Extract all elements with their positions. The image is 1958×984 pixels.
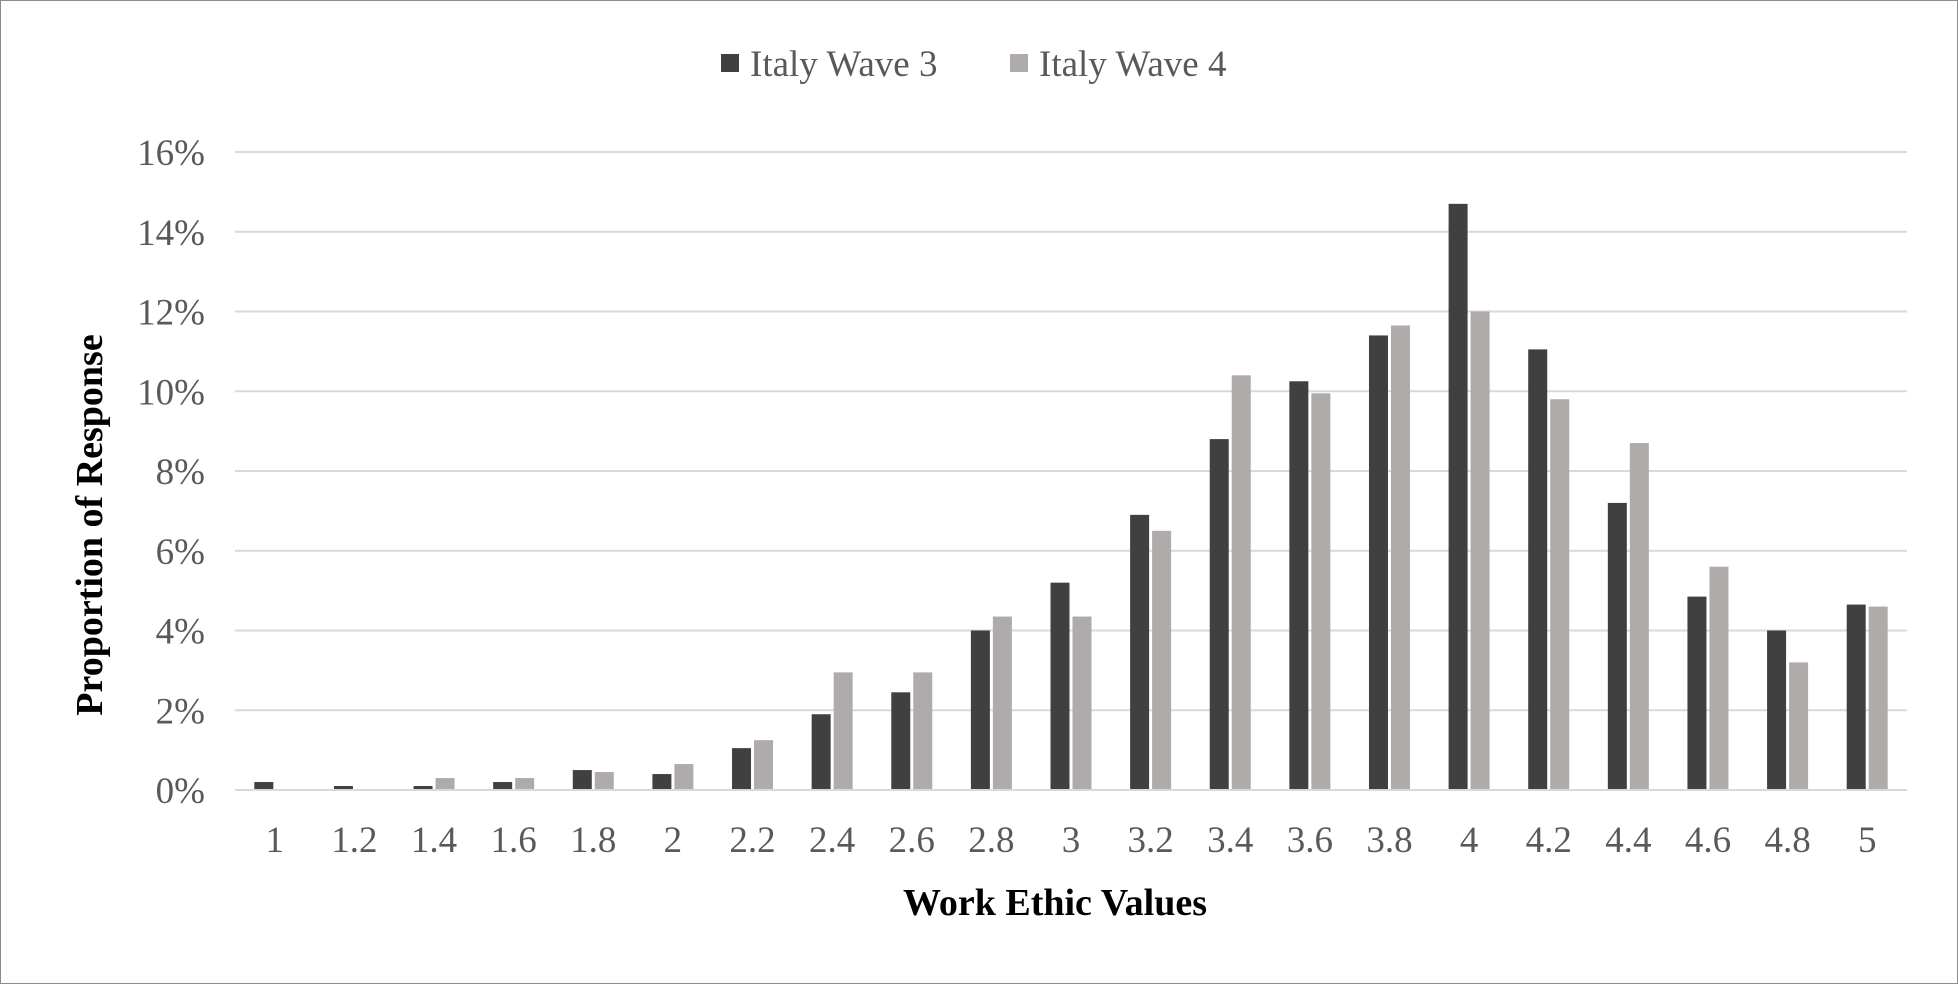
bar-italy-wave-3-4 (1448, 203, 1468, 790)
bar-italy-wave-4-5 (1868, 606, 1888, 790)
bar-italy-wave-4-2-2 (754, 740, 774, 790)
bar-italy-wave-4-1-4 (435, 778, 455, 790)
bar-italy-wave-4-2-4 (833, 672, 853, 790)
bar-italy-wave-4-3-6 (1311, 393, 1331, 790)
legend-swatch (1010, 54, 1028, 72)
y-tick-label: 10% (137, 372, 205, 413)
bar-italy-wave-3-2-8 (970, 630, 990, 790)
y-axis-ticks: 0% 2% 4% 6% 8% 10% 12% 14% 16% (137, 133, 205, 812)
x-tick-label: 3.6 (1287, 820, 1333, 861)
x-tick-label: 3.2 (1127, 820, 1173, 861)
bar-italy-wave-4-2 (674, 764, 694, 790)
bar-italy-wave-3-4-8 (1767, 630, 1787, 790)
bar-italy-wave-3-1 (254, 782, 274, 790)
y-tick-label: 6% (156, 532, 205, 573)
bar-italy-wave-3-2-6 (891, 692, 911, 790)
y-tick-label: 4% (156, 612, 205, 653)
bar-italy-wave-4-4 (1470, 311, 1490, 790)
x-tick-label: 4.4 (1605, 820, 1651, 861)
legend-label: Italy Wave 3 (750, 44, 937, 85)
y-tick-label: 2% (156, 691, 205, 732)
bar-italy-wave-3-4-6 (1687, 596, 1707, 790)
bar-italy-wave-4-2-8 (992, 616, 1012, 790)
y-tick-label: 14% (137, 213, 205, 254)
x-axis-title: Work Ethic Values (903, 882, 1207, 924)
x-tick-label: 3.8 (1366, 820, 1412, 861)
y-axis-title: Proportion of Response (69, 334, 111, 715)
y-tick-label: 8% (156, 452, 205, 493)
y-tick-label: 16% (137, 133, 205, 174)
bars (254, 203, 1888, 790)
y-tick-label: 0% (156, 771, 205, 812)
bar-italy-wave-4-3-8 (1390, 325, 1410, 790)
bar-italy-wave-3-4-2 (1528, 349, 1548, 790)
x-tick-label: 3.4 (1207, 820, 1253, 861)
x-tick-label: 1 (266, 820, 285, 861)
x-tick-label: 4.6 (1685, 820, 1731, 861)
x-tick-label: 2.2 (729, 820, 775, 861)
x-tick-label: 4.8 (1764, 820, 1810, 861)
bar-italy-wave-4-3-4 (1231, 375, 1251, 790)
bar-italy-wave-3-2 (652, 774, 672, 790)
legend-swatch (721, 54, 739, 72)
bar-italy-wave-4-1-6 (515, 778, 535, 790)
legend: Italy Wave 3 Italy Wave 4 (721, 44, 1226, 85)
x-tick-label: 4.2 (1526, 820, 1572, 861)
bar-italy-wave-4-4-2 (1550, 399, 1570, 790)
y-tick-label: 12% (137, 293, 205, 334)
x-tick-label: 2.8 (968, 820, 1014, 861)
legend-label: Italy Wave 4 (1039, 44, 1226, 85)
bar-italy-wave-3-1-6 (493, 782, 513, 790)
x-tick-label: 1.2 (331, 820, 377, 861)
x-tick-label: 1.6 (491, 820, 537, 861)
bar-italy-wave-3-3-8 (1368, 335, 1388, 790)
gridlines (235, 151, 1907, 712)
bar-italy-wave-3-1-8 (572, 770, 592, 790)
bar-italy-wave-3-2-2 (732, 748, 752, 790)
bar-italy-wave-4-4-6 (1709, 566, 1729, 790)
x-tick-label: 2.4 (809, 820, 855, 861)
x-axis-ticks: 1 1.2 1.4 1.6 1.8 2 2.2 2.4 2.6 2.8 3 3.2 3.4 3.6 3.8 4… (266, 820, 1877, 861)
bar-italy-wave-3-1-4 (413, 786, 433, 790)
bar-italy-wave-3-3-4 (1209, 439, 1229, 790)
x-tick-label: 2.6 (889, 820, 935, 861)
bar-italy-wave-4-2-6 (913, 672, 933, 790)
bar-italy-wave-3-1-2 (333, 786, 353, 790)
bar-italy-wave-3-3-6 (1289, 381, 1309, 790)
bar-italy-wave-4-3-2 (1152, 530, 1172, 790)
x-tick-label: 2 (664, 820, 683, 861)
x-tick-label: 3 (1062, 820, 1081, 861)
bar-italy-wave-3-4-4 (1607, 502, 1627, 790)
bar-italy-wave-4-3 (1072, 616, 1092, 790)
x-tick-label: 1.4 (411, 820, 457, 861)
bar-italy-wave-4-4-4 (1629, 443, 1649, 790)
x-tick-label: 4 (1460, 820, 1479, 861)
bar-italy-wave-4-1-8 (594, 772, 614, 790)
bar-italy-wave-3-5 (1846, 604, 1866, 790)
x-tick-label: 5 (1858, 820, 1877, 861)
bar-italy-wave-3-2-4 (811, 714, 831, 790)
x-tick-label: 1.8 (570, 820, 616, 861)
bar-italy-wave-3-3-2 (1130, 514, 1150, 790)
bar-italy-wave-4-4-8 (1789, 662, 1809, 790)
bar-italy-wave-3-3 (1050, 582, 1070, 790)
